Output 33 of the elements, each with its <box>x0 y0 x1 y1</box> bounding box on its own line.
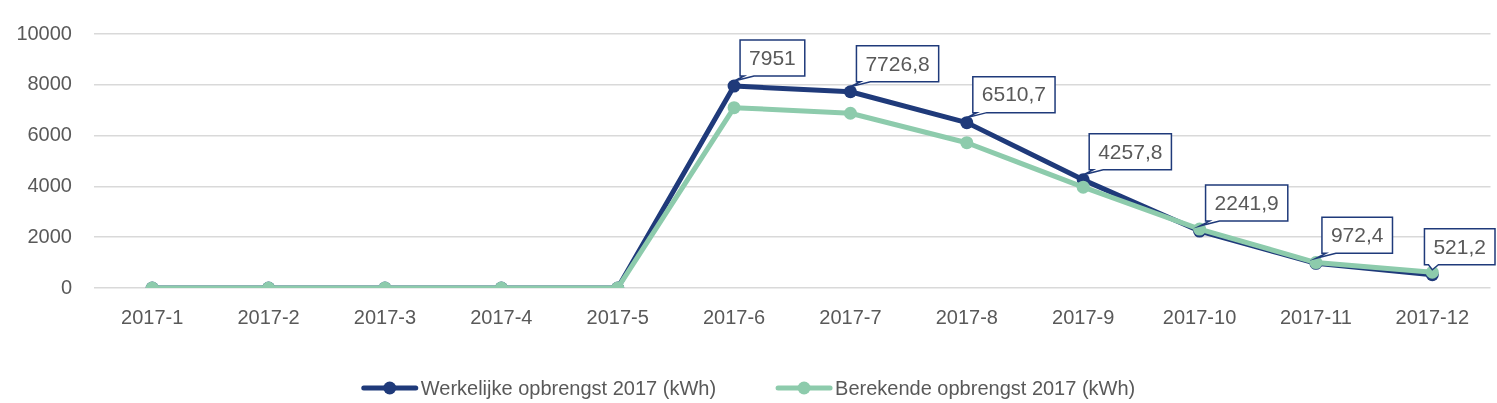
y-tick-label: 2000 <box>27 224 72 247</box>
data-label: 4257,8 <box>1098 139 1163 163</box>
y-tick-label: 10000 <box>16 21 72 44</box>
x-tick-label: 2017-7 <box>819 305 882 328</box>
x-tick-label: 2017-12 <box>1395 305 1470 328</box>
data-label: 521,2 <box>1433 234 1487 258</box>
x-tick-label: 2017-10 <box>1162 305 1237 328</box>
x-tick-label: 2017-8 <box>935 305 998 328</box>
x-tick-label: 2017-2 <box>237 305 300 328</box>
x-tick-label: 2017-3 <box>353 305 417 328</box>
x-tick-label: 2017-1 <box>121 305 184 328</box>
y-tick-label: 8000 <box>27 72 72 95</box>
y-tick-label: 4000 <box>27 173 72 196</box>
x-tick-label: 2017-6 <box>702 305 766 328</box>
data-label: 7726,8 <box>865 51 930 75</box>
x-tick-label: 2017-5 <box>586 305 649 328</box>
point <box>843 106 857 120</box>
point <box>1076 180 1090 194</box>
x-tick-label: 2017-9 <box>1052 305 1115 328</box>
x-tick-label: 2017-4 <box>470 305 533 328</box>
y-tick-label: 0 <box>60 275 72 298</box>
y-tick-label: 6000 <box>27 123 72 146</box>
legend-label: Werkelijke opbrengst 2017 (kWh) <box>420 376 717 399</box>
point <box>960 136 974 150</box>
legend-label: Berekende opbrengst 2017 (kWh) <box>835 376 1136 399</box>
x-tick-label: 2017-11 <box>1279 305 1352 328</box>
point <box>727 101 741 115</box>
data-label: 6510,7 <box>981 82 1047 106</box>
data-label: 972,4 <box>1330 223 1384 247</box>
data-label: 7951 <box>749 45 796 69</box>
data-label: 2241,9 <box>1214 190 1279 214</box>
point <box>843 85 857 99</box>
point <box>960 116 974 130</box>
